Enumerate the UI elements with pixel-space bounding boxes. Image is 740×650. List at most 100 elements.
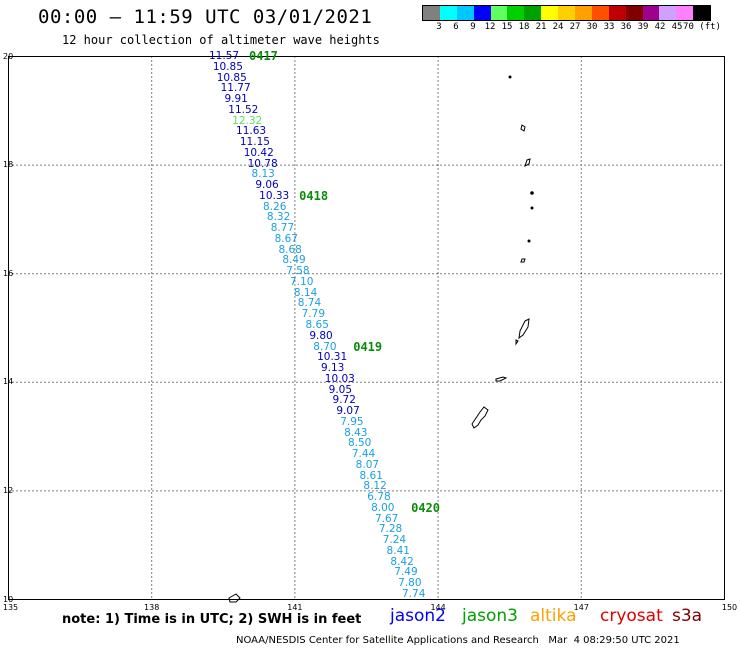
scale-label: 9 [470, 22, 476, 32]
coastlines [228, 75, 534, 603]
island-rota [495, 376, 508, 382]
longitude-label: 144 [430, 603, 446, 612]
scale-label: 30 [586, 22, 598, 32]
island-saipan [518, 318, 530, 340]
scale-label: 21 [535, 22, 547, 32]
scale-swatch [524, 6, 542, 20]
wave-height-label: 8.00 [371, 501, 395, 514]
wave-height-label: 9.72 [332, 394, 356, 407]
pass-time-label: 0420 [411, 500, 441, 515]
wave-height-label: 9.13 [320, 362, 345, 375]
wave-height-label: 8.12 [363, 480, 387, 493]
wave-height-label: 10.85 [216, 71, 247, 84]
scale-label: 39 [637, 22, 649, 32]
longitude-label: 141 [287, 603, 303, 612]
satellite-legend-s3a: s3a [672, 606, 703, 626]
wave-height-label: 11.63 [236, 125, 267, 138]
wave-height-label: 7.95 [340, 415, 364, 428]
color-scale-labels: 3 6 9 12 15 18 21 24 27 30 33 36 39 42 45 70 (ft) [422, 22, 740, 36]
wave-height-label: 8.74 [297, 297, 322, 310]
wave-height-label: 8.32 [266, 211, 291, 224]
scale-label: 18 [518, 22, 530, 32]
satellite-legend-cryosat: cryosat [600, 606, 663, 626]
wave-height-label: 9.05 [328, 383, 353, 396]
scale-label: 6 [453, 22, 459, 32]
wave-height-label: 8.43 [344, 426, 368, 439]
wave-height-label: 8.65 [305, 319, 329, 331]
wave-height-label: 8.42 [390, 555, 414, 568]
satellite-legend-jason2: jason2 [390, 606, 446, 626]
scale-label: 33 [603, 22, 615, 32]
wave-height-label: 9.80 [309, 329, 333, 342]
credit-line: NOAA/NESDIS Center for Satellite Applica… [236, 635, 680, 646]
wave-height-label: 10.03 [324, 372, 355, 385]
wave-height-label: 10.42 [243, 146, 274, 159]
wave-height-label: 7.24 [382, 534, 407, 547]
satellite-legend-altika: altika [530, 606, 577, 626]
island-tinian [515, 339, 519, 346]
wave-height-label: 8.67 [274, 232, 298, 245]
wave-height-label: 11.52 [228, 103, 259, 116]
wave-height-label: 11.77 [220, 82, 251, 95]
scale-swatch [423, 6, 440, 20]
scale-swatch [575, 6, 592, 20]
wave-height-label: 8.14 [293, 286, 318, 299]
scale-swatch [659, 6, 677, 20]
color-scale [422, 5, 712, 21]
wave-height-label: 7.74 [402, 588, 426, 600]
wave-height-label: 7.28 [378, 523, 403, 536]
scale-label: 36 [620, 22, 632, 32]
scale-swatch [608, 6, 626, 20]
latitude-label: 10 [3, 594, 14, 604]
scale-swatch [676, 6, 694, 20]
latitude-label: 18 [3, 160, 14, 170]
wave-height-label: 7.58 [286, 265, 310, 278]
scale-swatch [456, 6, 474, 20]
scale-label: 27 [569, 22, 581, 32]
wave-height-label: 8.68 [278, 243, 302, 256]
scale-swatch [473, 6, 491, 20]
island-pagan [524, 158, 531, 167]
wave-height-label: 11.57 [209, 50, 240, 62]
map-title: 00:00 – 11:59 UTC 03/01/2021 [38, 6, 373, 28]
island-guam [471, 406, 489, 429]
scale-label: 24 [552, 22, 564, 32]
wave-height-label: 8.49 [282, 254, 306, 267]
wave-height-label: 6.78 [367, 491, 391, 504]
wave-height-label: 9.91 [224, 93, 248, 106]
wave-height-label: 8.61 [359, 469, 383, 482]
map-subtitle: 12 hour collection of altimeter wave hei… [62, 33, 380, 47]
footer-note: note: 1) Time is in UTC; 2) SWH is in fe… [62, 612, 362, 627]
wave-height-label: 8.50 [347, 437, 372, 450]
wave-height-label: 10.33 [259, 189, 290, 202]
wave-height-label: 8.70 [313, 340, 337, 353]
scale-label: 12 [484, 22, 496, 32]
grid-lines [8, 56, 725, 600]
latitude-label: 16 [3, 268, 14, 278]
scale-swatch [490, 6, 508, 20]
wave-height-label: 10.31 [317, 351, 348, 364]
scale-swatch [507, 6, 525, 20]
wave-height-label: 12.32 [232, 114, 263, 127]
latitude-label: 14 [3, 377, 14, 387]
satellite-legend-jason3: jason3 [462, 606, 518, 626]
scale-swatch [541, 6, 559, 20]
island-sarigan [527, 239, 531, 243]
wave-height-label: 8.07 [355, 458, 380, 471]
scale-label: 70 (ft) [683, 22, 721, 32]
scale-swatch [558, 6, 576, 20]
wave-height-label: 7.49 [394, 566, 418, 579]
island-farallon [508, 75, 512, 79]
wave-height-label: 8.77 [270, 222, 295, 235]
longitude-label: 150 [721, 603, 738, 612]
scale-label: 15 [501, 22, 513, 32]
scale-label: 42 [654, 22, 666, 32]
island-agrihan [520, 124, 526, 132]
scale-label: 45 [671, 22, 683, 32]
scale-swatch [625, 6, 643, 20]
scale-swatch [439, 6, 457, 20]
scale-label: 3 [436, 22, 442, 32]
map-border [8, 56, 725, 600]
wave-height-label: 7.80 [398, 577, 422, 590]
